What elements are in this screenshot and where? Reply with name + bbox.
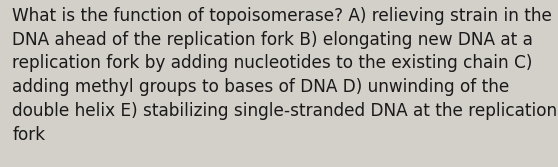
Text: What is the function of topoisomerase? A) relieving strain in the
DNA ahead of t: What is the function of topoisomerase? A…: [12, 7, 557, 144]
